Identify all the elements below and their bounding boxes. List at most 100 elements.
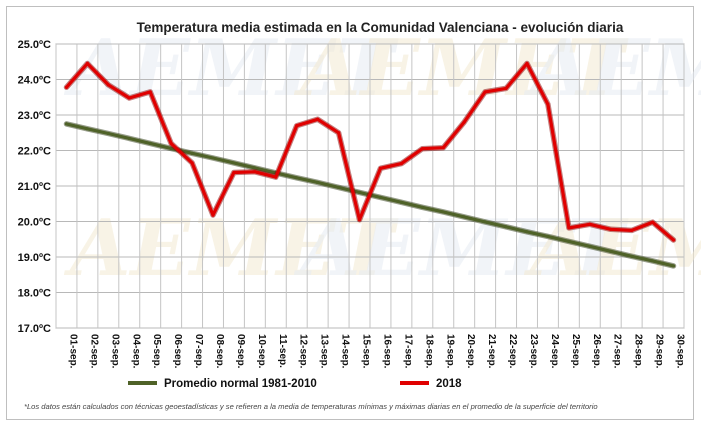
legend-entry: 2018: [400, 378, 462, 390]
data-point: [651, 259, 655, 263]
data-point: [630, 254, 634, 258]
grid: [55, 43, 685, 329]
x-axis: 01-sep. 02-sep. 03-sep. 04-sep. 05-sep. 06-se…: [67, 334, 685, 369]
x-tick-label: 19-sep.: [444, 334, 455, 369]
data-point: [420, 205, 424, 209]
data-point: [441, 146, 445, 150]
data-point: [567, 239, 571, 243]
data-point: [148, 90, 152, 94]
data-point: [357, 218, 362, 222]
x-tick-label: 30-sep.: [675, 334, 686, 369]
data-point: [441, 210, 445, 214]
data-point: [106, 83, 110, 87]
data-point: [399, 162, 403, 166]
chart-title: Temperatura media estimada en la Comunid…: [137, 20, 624, 35]
x-tick-label: 21-sep.: [486, 334, 497, 369]
data-point: [483, 90, 487, 94]
data-point: [420, 147, 424, 151]
data-point: [85, 127, 89, 131]
y-tick-label: 25.0ºC: [18, 39, 51, 51]
legend-label: 2018: [436, 378, 462, 390]
series-year-2018: [63, 60, 677, 243]
x-tick-label: 22-sep.: [507, 334, 518, 369]
data-point: [357, 190, 362, 194]
data-point: [588, 244, 592, 248]
x-tick-label: 15-sep.: [361, 334, 372, 369]
y-tick-label: 21.0ºC: [18, 181, 51, 193]
x-tick-label: 20-sep.: [465, 334, 476, 369]
data-point: [399, 200, 403, 204]
x-tick-label: 24-sep.: [549, 334, 560, 369]
data-point: [567, 226, 571, 230]
data-point: [378, 166, 383, 170]
data-point: [525, 61, 529, 66]
x-tick-label: 26-sep.: [591, 334, 602, 369]
data-point: [525, 230, 529, 234]
x-tick-label: 17-sep.: [402, 334, 413, 369]
data-point: [148, 141, 152, 145]
data-point: [190, 151, 194, 155]
x-tick-label: 06-sep.: [172, 334, 183, 369]
y-tick-label: 22.0ºC: [18, 146, 51, 158]
data-point: [337, 185, 341, 190]
watermark: AEMETAEMETAEMETAEMETAEMETAEMET: [63, 23, 701, 294]
data-point: [671, 238, 676, 242]
x-tick-label: 28-sep.: [633, 334, 644, 369]
x-tick-label: 07-sep.: [193, 334, 204, 369]
x-tick-label: 03-sep.: [109, 334, 120, 369]
x-tick-label: 27-sep.: [612, 334, 623, 369]
data-point: [169, 141, 173, 145]
watermark-logo: AEMET: [523, 23, 701, 114]
data-point: [127, 136, 131, 141]
x-tick-label: 16-sep.: [381, 334, 392, 369]
data-point: [504, 225, 508, 229]
data-point: [253, 166, 257, 170]
y-tick-label: 24.0ºC: [18, 75, 51, 87]
data-point: [609, 227, 613, 231]
x-tick-label: 04-sep.: [130, 334, 141, 369]
data-point: [274, 175, 278, 179]
data-point: [211, 156, 215, 160]
x-tick-label: 05-sep.: [151, 334, 162, 369]
data-point: [64, 85, 69, 89]
data-point: [337, 131, 341, 135]
data-point: [378, 195, 383, 199]
data-point: [211, 213, 215, 217]
data-point: [462, 215, 466, 219]
y-tick-label: 23.0ºC: [18, 110, 51, 122]
x-tick-label: 29-sep.: [654, 334, 665, 369]
x-tick-label: 08-sep.: [214, 334, 225, 369]
data-point: [588, 222, 592, 226]
data-point: [85, 61, 89, 66]
series-lines: [63, 60, 677, 269]
data-point: [190, 161, 194, 165]
data-point: [504, 86, 508, 90]
x-tick-label: 02-sep.: [88, 334, 99, 369]
data-point: [671, 264, 676, 268]
y-axis: 17.0ºC 18.0ºC 19.0ºC 20.0ºC 21.0ºC 22.0ºC 23.0…: [18, 39, 51, 335]
x-tick-label: 13-sep.: [319, 334, 330, 369]
data-point: [609, 249, 613, 253]
x-tick-label: 01-sep.: [67, 334, 78, 369]
y-tick-label: 20.0ºC: [18, 217, 51, 229]
data-point: [253, 170, 257, 174]
legend-entry: Promedio normal 1981-2010: [128, 378, 317, 390]
watermark-logo: AEMET: [523, 203, 701, 294]
x-tick-label: 25-sep.: [570, 334, 581, 369]
data-point: [232, 161, 236, 165]
data-point: [316, 117, 320, 121]
data-point: [546, 234, 550, 239]
data-point: [630, 228, 634, 232]
data-point: [232, 170, 236, 175]
x-tick-label: 18-sep.: [423, 334, 434, 369]
data-point: [127, 96, 131, 100]
series-line: [64, 61, 676, 242]
footnote: *Los datos están calculados con técnicas…: [24, 402, 598, 411]
data-point: [483, 220, 487, 224]
y-tick-label: 19.0ºC: [18, 252, 51, 264]
data-point: [651, 220, 655, 224]
x-tick-label: 11-sep.: [277, 334, 288, 368]
data-point: [64, 122, 69, 126]
x-tick-label: 23-sep.: [528, 334, 539, 369]
